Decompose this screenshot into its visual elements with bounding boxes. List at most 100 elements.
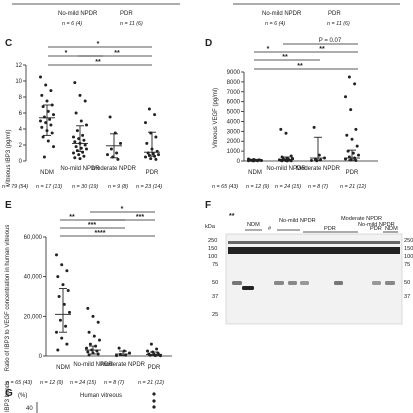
panel-e-data-point xyxy=(159,354,162,358)
panel-c-data-point xyxy=(78,157,82,161)
panel-d-sig-5: ** xyxy=(297,63,303,70)
panel-c-data-point xyxy=(39,75,42,79)
panel-c-sig-1: * xyxy=(97,41,100,48)
panel-c-data-point xyxy=(85,123,88,127)
panel-e-data-point xyxy=(66,289,70,293)
panel-e-sig-4: *** xyxy=(88,222,96,229)
top-left-cat-1: No-mild NPDR xyxy=(58,11,98,17)
panel-e-data-point xyxy=(55,253,58,257)
panel-d-data-point xyxy=(289,154,293,158)
marker-left-37: 37 xyxy=(212,294,218,300)
panel-e-data-point xyxy=(57,295,61,298)
panel-c-data-point xyxy=(49,89,53,93)
panel-e-data-point xyxy=(60,263,64,267)
top-left-n-2: n = 11 (6) xyxy=(120,21,143,27)
marker-right-100: 100 xyxy=(404,254,413,260)
panel-e-tick-label: 60,000 xyxy=(24,235,43,241)
panel-e-data-point xyxy=(86,306,90,310)
panel-e-data-point xyxy=(64,324,68,328)
panel-c-data-point xyxy=(115,151,119,155)
lane-label-pdr-2: PDR xyxy=(370,226,382,232)
panel-c-n-5: n = 23 (14) xyxy=(136,184,162,190)
blot-band-50-lane3 xyxy=(274,281,284,285)
panel-c-data-point xyxy=(153,113,157,117)
panel-e-data-point xyxy=(92,334,96,338)
panel-c-data-point xyxy=(83,143,87,147)
panel-d-y-ticks: 0 1000 2000 3000 4000 5000 6000 7000 8000 9000 xyxy=(227,70,244,165)
top-right-n-2: n = 11 (6) xyxy=(327,21,350,27)
panel-c-data-point xyxy=(75,129,79,133)
panel-d-data-point xyxy=(317,153,321,157)
panel-c-data-point xyxy=(109,147,113,151)
marker-left-250: 250 xyxy=(208,238,217,244)
panel-e-data-point xyxy=(60,336,64,340)
panel-e-ylabel: Ratio of IBP3 to VEGF concentration in h… xyxy=(5,225,11,372)
marker-left-50: 50 xyxy=(212,280,218,286)
panel-e-n-5: n = 21 (12) xyxy=(138,380,164,386)
panel-e-data-point xyxy=(155,347,159,351)
panel-e-n-3: n = 24 (15) xyxy=(70,380,96,386)
panel-d-significance: P = 0.07 * ** ** ** xyxy=(254,38,358,70)
panel-e-data-point xyxy=(86,350,90,354)
panel-c-data-point xyxy=(82,154,86,158)
blot-band-50-lane5 xyxy=(300,281,309,285)
panel-e-cat-3: Moderate NPDR xyxy=(101,362,146,368)
panel-d-data-point xyxy=(344,95,347,99)
panel-g: G (%) Human vitreous IBP3 bands 40 xyxy=(5,381,156,413)
panel-e-data-point xyxy=(61,283,65,287)
panel-c-data-point xyxy=(77,153,81,157)
panel-d-data-point xyxy=(347,75,351,79)
panel-c-data-point xyxy=(52,113,55,117)
panel-e-n-2: n = 12 (9) xyxy=(40,380,63,386)
blot-band-150 xyxy=(228,247,400,254)
panel-d-n-1: n = 65 (43) xyxy=(212,184,238,190)
panel-c-data-point xyxy=(77,137,81,141)
top-left-n-1: n = 6 (4) xyxy=(62,21,82,27)
panel-g-point-1 xyxy=(152,392,156,396)
panel-d-tick-label: 4000 xyxy=(227,119,241,125)
panel-d-tick-label: 3000 xyxy=(227,129,241,135)
panel-c-n-2: n = 17 (13) xyxy=(36,184,62,190)
panel-e-data-point xyxy=(68,310,71,314)
panel-d-n-5: n = 21 (12) xyxy=(340,184,366,190)
panel-e-data-point xyxy=(56,348,60,352)
panel-e-letter: E xyxy=(5,200,12,211)
panel-c-cat-1: NDM xyxy=(40,170,54,176)
panel-e-data-point xyxy=(85,346,88,350)
marker-left-25: 25 xyxy=(212,312,218,318)
panel-e-data-point xyxy=(96,320,100,324)
panel-e-data-point xyxy=(96,352,100,356)
panel-d-tick-label: 5000 xyxy=(227,110,241,116)
panel-c-data-point xyxy=(73,140,77,144)
lane-label-pdr-1: PDR xyxy=(324,226,336,232)
panel-e-data-point xyxy=(62,302,66,306)
panel-e-tick-label: 0 xyxy=(39,354,43,360)
panel-c-data-point xyxy=(45,99,49,103)
panel-e-data-point xyxy=(146,349,149,353)
panel-c-n-1: n = 79 (54) xyxy=(2,184,28,190)
marker-right-250: 250 xyxy=(404,238,413,244)
panel-e-cat-4: PDR xyxy=(148,365,161,371)
panel-g-tick-40: 40 xyxy=(26,406,33,412)
panel-g-letter: G xyxy=(5,388,13,399)
lane-label-nomild-2: No-mild NPDR xyxy=(358,222,395,228)
panel-c-data-point xyxy=(41,105,45,109)
panel-e-data-point xyxy=(65,342,69,346)
panel-d-sig-2: P = 0.07 xyxy=(319,38,342,44)
blot-band-50-lane6 xyxy=(334,281,343,285)
panel-c-sig-2: * xyxy=(65,50,68,57)
panel-c-data-point xyxy=(50,103,54,107)
panel-d-sig-3: ** xyxy=(319,46,325,53)
panel-c-data-point xyxy=(145,141,149,145)
panel-d-data-point xyxy=(354,127,358,131)
marker-right-37: 37 xyxy=(404,294,410,300)
panel-d-tick-label: 7000 xyxy=(227,90,241,96)
panel-e-data-point xyxy=(149,342,153,346)
blot-band-45-lane2 xyxy=(242,286,254,290)
panel-d-data-point xyxy=(351,151,355,155)
panel-e-cat-2: No-mild NPDR xyxy=(73,362,113,368)
top-right-cat-1: No-mild NPDR xyxy=(262,11,302,17)
panel-c-data-point xyxy=(144,155,147,159)
panel-c-data-point xyxy=(106,153,109,157)
panel-c-data-point xyxy=(154,157,158,161)
